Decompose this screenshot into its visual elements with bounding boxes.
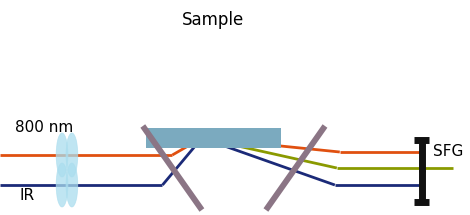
Text: 800 nm: 800 nm	[15, 120, 73, 135]
Ellipse shape	[66, 133, 78, 177]
Ellipse shape	[66, 163, 78, 207]
Text: SFG: SFG	[433, 144, 464, 160]
Ellipse shape	[56, 163, 68, 207]
Ellipse shape	[56, 133, 68, 177]
Polygon shape	[264, 124, 328, 212]
Polygon shape	[141, 124, 204, 212]
Text: IR: IR	[20, 187, 35, 203]
FancyBboxPatch shape	[146, 128, 281, 148]
Text: Sample: Sample	[181, 11, 244, 29]
